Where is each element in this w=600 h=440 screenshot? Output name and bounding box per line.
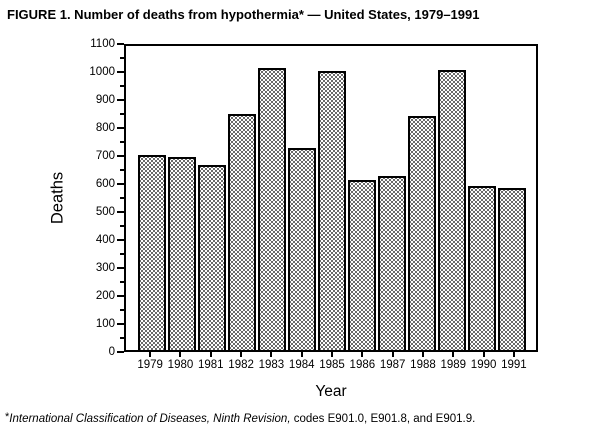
- x-tick-label: 1986: [349, 359, 376, 371]
- x-tick: [482, 352, 485, 357]
- y-tick-minor: [120, 57, 124, 59]
- y-tick-minor: [120, 169, 124, 171]
- x-tick-cell: [469, 352, 497, 358]
- x-tick-cell: [136, 352, 164, 358]
- y-tick-minor: [120, 309, 124, 311]
- x-tick-label: 1983: [258, 359, 285, 371]
- bar-1989: [438, 69, 466, 350]
- x-tick-label: 1985: [319, 359, 345, 371]
- y-tick-major: [117, 71, 124, 73]
- y-axis: 0 100 200 300 400 500 600 700 800 900 1000 1100: [0, 38, 124, 358]
- footnote-italic-text: International Classification of Diseases…: [9, 413, 291, 425]
- y-tick-major: [117, 295, 124, 297]
- x-tick-cell: [409, 352, 437, 358]
- y-tick-label: 0: [108, 346, 115, 358]
- x-tick-label: 1987: [379, 359, 406, 371]
- x-tick: [179, 352, 182, 357]
- footnote-regular-text: codes E901.0, E901.8, and E901.9.: [290, 413, 476, 425]
- plot-area: [124, 44, 538, 352]
- x-tick-cell: [227, 352, 255, 358]
- x-tick-label: 1982: [228, 359, 254, 371]
- y-tick-label: 700: [95, 150, 115, 162]
- figure-title: FIGURE 1. Number of deaths from hypother…: [7, 7, 480, 22]
- y-tick-minor: [120, 85, 124, 87]
- x-axis-ticks: [124, 352, 538, 358]
- y-tick-major: [117, 211, 124, 213]
- y-tick-label: 200: [95, 290, 115, 302]
- y-tick-minor: [120, 113, 124, 115]
- x-tick: [512, 352, 515, 357]
- y-tick-minor: [120, 197, 124, 199]
- x-tick-label: 1981: [197, 359, 224, 371]
- x-tick-label: 1980: [167, 359, 194, 371]
- x-tick: [300, 352, 303, 357]
- x-tick-cell: [318, 352, 346, 358]
- y-tick-minor: [120, 281, 124, 283]
- y-tick-label: 1100: [90, 38, 115, 50]
- footnote: *International Classification of Disease…: [5, 411, 475, 425]
- x-tick-label: 1991: [501, 359, 527, 371]
- y-tick-major: [117, 99, 124, 101]
- x-tick-label: 1990: [470, 359, 497, 371]
- x-tick: [452, 352, 455, 357]
- x-axis-title: Year: [315, 383, 347, 400]
- y-tick-label: 1000: [89, 66, 115, 78]
- bar-1981: [198, 164, 226, 350]
- bar-1985: [318, 70, 346, 350]
- x-tick-cell: [379, 352, 407, 358]
- x-tick: [209, 352, 212, 357]
- x-tick-cell: [348, 352, 376, 358]
- footnote-asterisk: *: [5, 411, 10, 423]
- x-tick-cell: [500, 352, 528, 358]
- bars: [126, 46, 536, 350]
- x-tick: [149, 352, 152, 357]
- y-tick-label: 800: [95, 122, 115, 134]
- y-tick-minor: [120, 225, 124, 227]
- y-tick-label: 100: [95, 318, 115, 330]
- x-tick: [391, 352, 394, 357]
- bar-1987: [378, 175, 406, 350]
- y-tick-label: 900: [95, 94, 115, 106]
- x-tick-label: 1984: [288, 359, 315, 371]
- x-tick-cell: [257, 352, 285, 358]
- x-tick-label: 1989: [440, 359, 467, 371]
- y-tick-minor: [120, 253, 124, 255]
- bar-1983: [258, 68, 286, 350]
- bar-1982: [228, 113, 256, 350]
- bar-1980: [168, 156, 196, 350]
- y-tick-minor: [120, 141, 124, 143]
- y-tick-major: [117, 239, 124, 241]
- x-tick-cell: [439, 352, 467, 358]
- x-tick-label: 1988: [410, 359, 436, 371]
- bar-1979: [138, 155, 166, 350]
- bar-1991: [498, 188, 526, 350]
- x-tick: [361, 352, 364, 357]
- x-tick: [270, 352, 273, 357]
- x-tick-cell: [166, 352, 194, 358]
- x-tick-label: 1979: [137, 359, 163, 371]
- y-tick-major: [117, 127, 124, 129]
- y-tick-major: [117, 351, 124, 353]
- bar-1990: [468, 185, 496, 350]
- y-tick-major: [117, 43, 124, 45]
- bar-1988: [408, 116, 436, 350]
- y-tick-label: 600: [95, 178, 115, 190]
- y-tick-major: [117, 267, 124, 269]
- y-tick-label: 400: [95, 234, 115, 246]
- x-tick-cell: [197, 352, 225, 358]
- x-tick: [240, 352, 243, 357]
- bar-1984: [288, 148, 316, 350]
- y-tick-major: [117, 323, 124, 325]
- y-tick-label: 500: [95, 206, 115, 218]
- x-tick: [331, 352, 334, 357]
- bar-1986: [348, 180, 376, 350]
- y-tick-major: [117, 183, 124, 185]
- y-tick-label: 300: [95, 262, 115, 274]
- x-axis-labels: 1979 1980 1981 1982 1983 1984 1985 1986 1987 1988…: [124, 359, 538, 371]
- y-tick-major: [117, 155, 124, 157]
- y-tick-minor: [120, 337, 124, 339]
- x-tick-cell: [288, 352, 316, 358]
- x-tick: [421, 352, 424, 357]
